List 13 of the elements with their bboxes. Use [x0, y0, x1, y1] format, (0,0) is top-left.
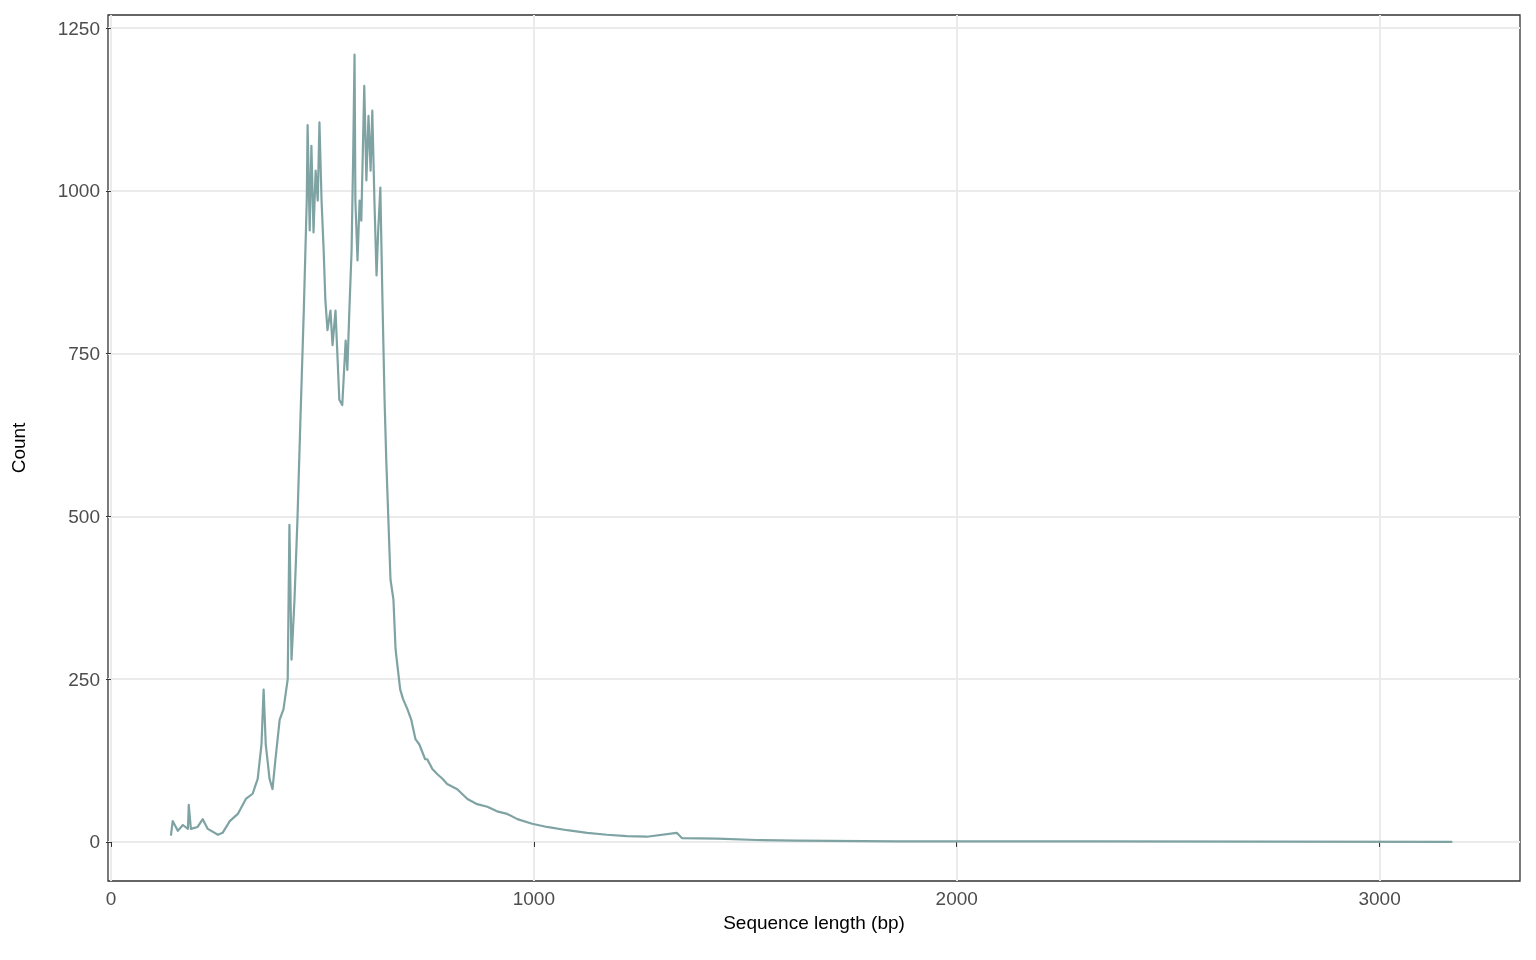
y-tick-label: 0: [89, 831, 100, 853]
x-tick-label: 1000: [512, 888, 555, 909]
y-tick-label: 1000: [57, 180, 100, 202]
y-tick-label: 500: [68, 505, 100, 527]
x-tick-label: 0: [105, 888, 117, 909]
x-tick-label: 2000: [935, 888, 978, 909]
line-series: [169, 53, 1453, 844]
x-axis-title: Sequence length (bp): [723, 912, 905, 933]
x-tick-label: 3000: [1358, 888, 1401, 909]
y-tick-label: 750: [68, 343, 100, 365]
y-tick-label: 1250: [57, 17, 100, 39]
y-axis-title: Count: [8, 421, 29, 474]
y-tick-label: 250: [68, 668, 100, 690]
